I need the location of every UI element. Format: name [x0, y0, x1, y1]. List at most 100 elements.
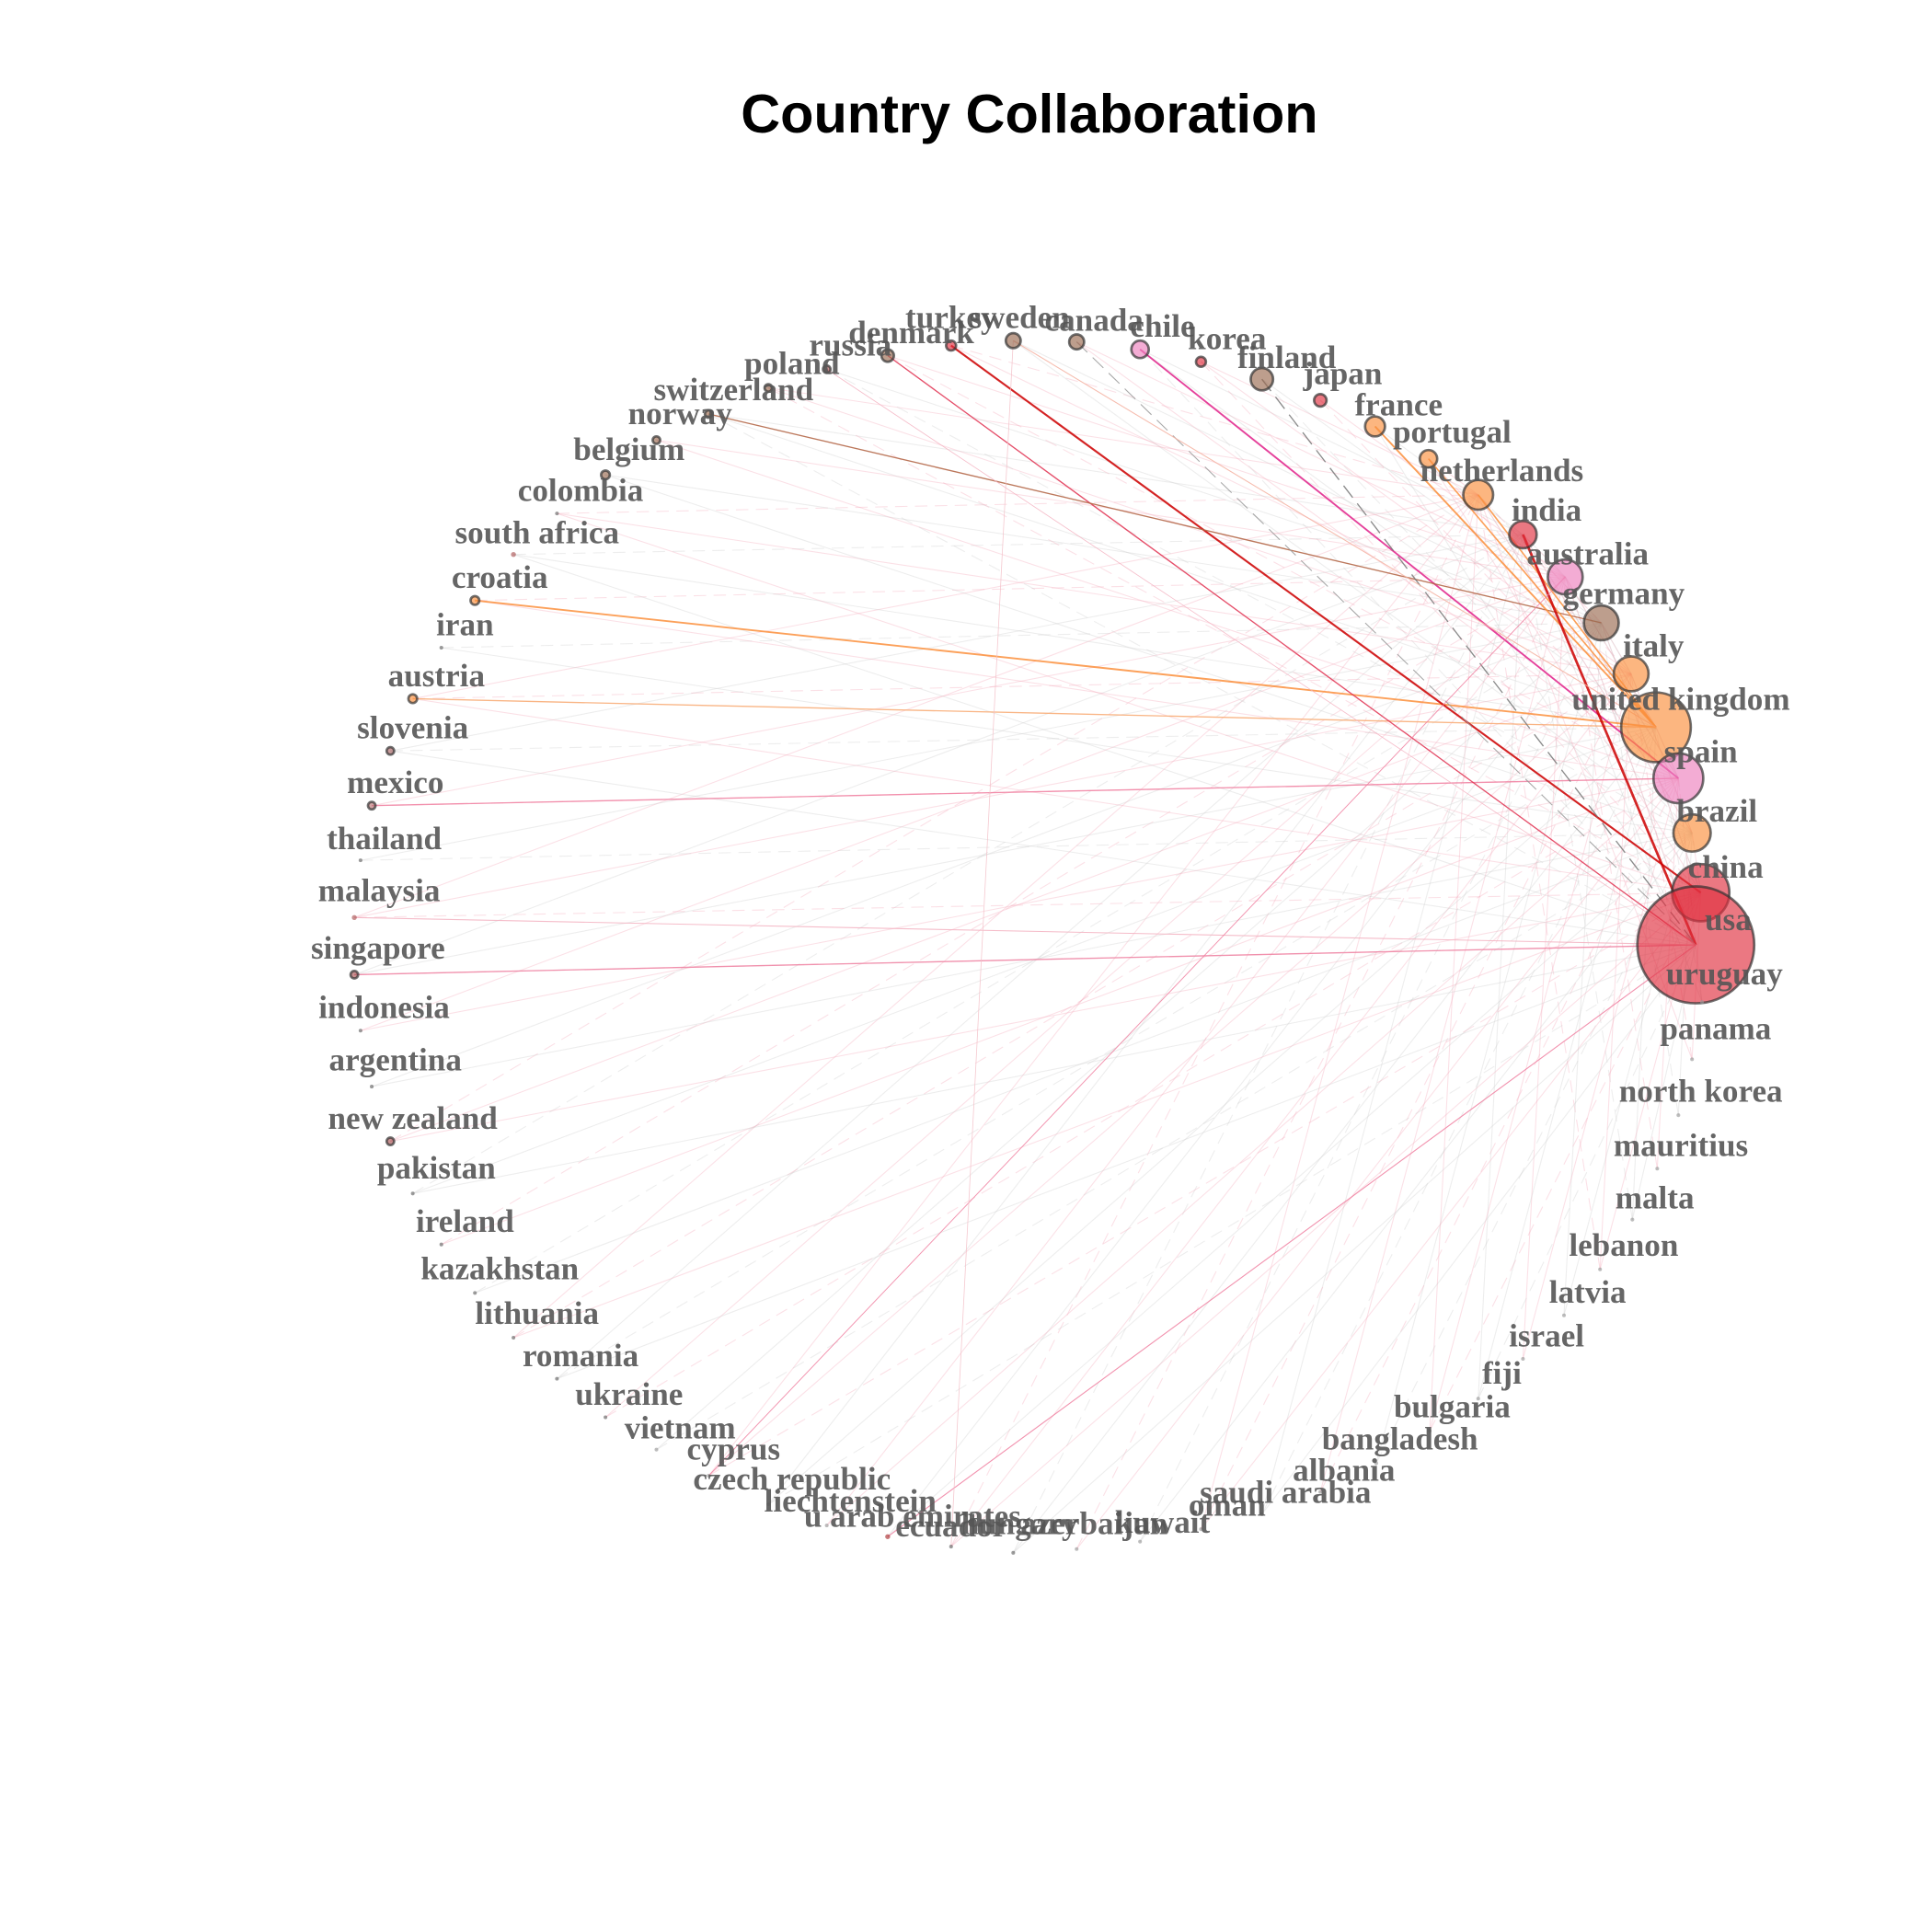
- edge: [707, 494, 1479, 1477]
- node: [555, 1376, 559, 1381]
- node: [349, 970, 360, 980]
- edge: [950, 340, 1014, 1547]
- edge: [360, 576, 1566, 1031]
- edge: [371, 576, 1566, 807]
- node: [439, 1242, 443, 1247]
- edge: [513, 534, 1524, 556]
- node-label: ecuador: [895, 1508, 1006, 1544]
- node-label: indonesia: [318, 990, 450, 1026]
- edge: [1012, 534, 1524, 1554]
- node: [885, 1534, 891, 1539]
- nodes: [349, 331, 1756, 1555]
- node: [366, 800, 377, 811]
- edge: [1201, 361, 1702, 893]
- node: [1313, 393, 1328, 408]
- edge: [475, 576, 1566, 602]
- node: [1612, 655, 1650, 693]
- edge: [1139, 349, 1696, 946]
- node: [1199, 1527, 1203, 1532]
- edge: [707, 673, 1632, 1477]
- node: [763, 383, 774, 394]
- edge: [1563, 622, 1603, 1316]
- node: [1582, 604, 1620, 642]
- edge: [1478, 535, 1524, 1399]
- node: [1004, 331, 1022, 350]
- edge: [1374, 426, 1524, 535]
- edge: [1139, 622, 1603, 1542]
- edge: [656, 439, 1679, 779]
- node-label: israel: [1509, 1317, 1584, 1353]
- node-label: belgium: [573, 431, 684, 467]
- node-label: austria: [388, 658, 486, 694]
- node: [880, 348, 895, 363]
- edge: [1319, 576, 1566, 1492]
- edge: [353, 494, 1478, 918]
- edge: [1012, 944, 1696, 1554]
- edge: [887, 832, 1693, 1537]
- edge: [826, 576, 1566, 1526]
- edge: [353, 534, 1524, 975]
- node: [945, 339, 958, 352]
- node: [766, 1502, 771, 1507]
- node-label: lithuania: [475, 1295, 599, 1331]
- edge: [950, 344, 1702, 894]
- node-label: iran: [436, 606, 493, 642]
- edge: [887, 944, 1696, 1537]
- edge: [390, 673, 1632, 1143]
- edge: [1201, 361, 1478, 496]
- node: [1130, 339, 1150, 360]
- edge: [1075, 777, 1679, 1550]
- edge: [360, 622, 1602, 861]
- node-label: poland: [744, 346, 840, 382]
- edge: [1261, 534, 1524, 1515]
- edge: [360, 832, 1693, 861]
- edge: [1601, 622, 1679, 1116]
- node-label: cyprus: [687, 1431, 780, 1466]
- node-label: argentina: [329, 1041, 463, 1077]
- edge: [950, 673, 1632, 1547]
- node: [651, 434, 661, 445]
- node-label: india: [1512, 492, 1582, 528]
- edge: [1076, 341, 1566, 578]
- node-label: netherlands: [1420, 453, 1584, 489]
- edge: [1375, 622, 1603, 1464]
- node: [370, 1085, 374, 1089]
- node-label: bulgaria: [1394, 1388, 1511, 1424]
- edge: [354, 916, 1696, 946]
- edge: [390, 534, 1524, 752]
- edge: [1139, 833, 1693, 1543]
- edge: [1013, 339, 1693, 834]
- node-label: malta: [1616, 1179, 1695, 1215]
- edge: [950, 345, 1632, 674]
- edge: [512, 554, 1696, 946]
- edge: [1522, 576, 1566, 1360]
- node: [1508, 519, 1538, 550]
- edge: [412, 534, 1524, 1194]
- edge: [1564, 576, 1658, 1169]
- edge: [1075, 341, 1696, 946]
- node: [511, 552, 516, 558]
- edge: [887, 622, 1602, 1537]
- edge: [1200, 673, 1632, 1530]
- node-label: spain: [1664, 733, 1738, 769]
- node-label: ireland: [416, 1203, 514, 1239]
- edge: [1429, 673, 1632, 1432]
- edge: [826, 369, 1696, 946]
- node: [1598, 1267, 1603, 1271]
- edge: [1139, 348, 1679, 779]
- edge: [887, 354, 1696, 946]
- node: [1619, 691, 1693, 764]
- node: [439, 646, 443, 650]
- node: [1259, 1512, 1264, 1516]
- node: [385, 745, 396, 756]
- edge: [441, 777, 1679, 1246]
- edge: [512, 673, 1632, 1339]
- labels: turkeyswedencanadachilekoreafinlandjapan…: [311, 300, 1790, 1545]
- edges: [353, 339, 1703, 1554]
- edge: [1319, 777, 1679, 1492]
- edge: [441, 647, 1693, 834]
- edge: [354, 673, 1632, 918]
- node-label: portugal: [1393, 414, 1512, 450]
- node: [600, 469, 612, 481]
- edge: [1200, 494, 1479, 1530]
